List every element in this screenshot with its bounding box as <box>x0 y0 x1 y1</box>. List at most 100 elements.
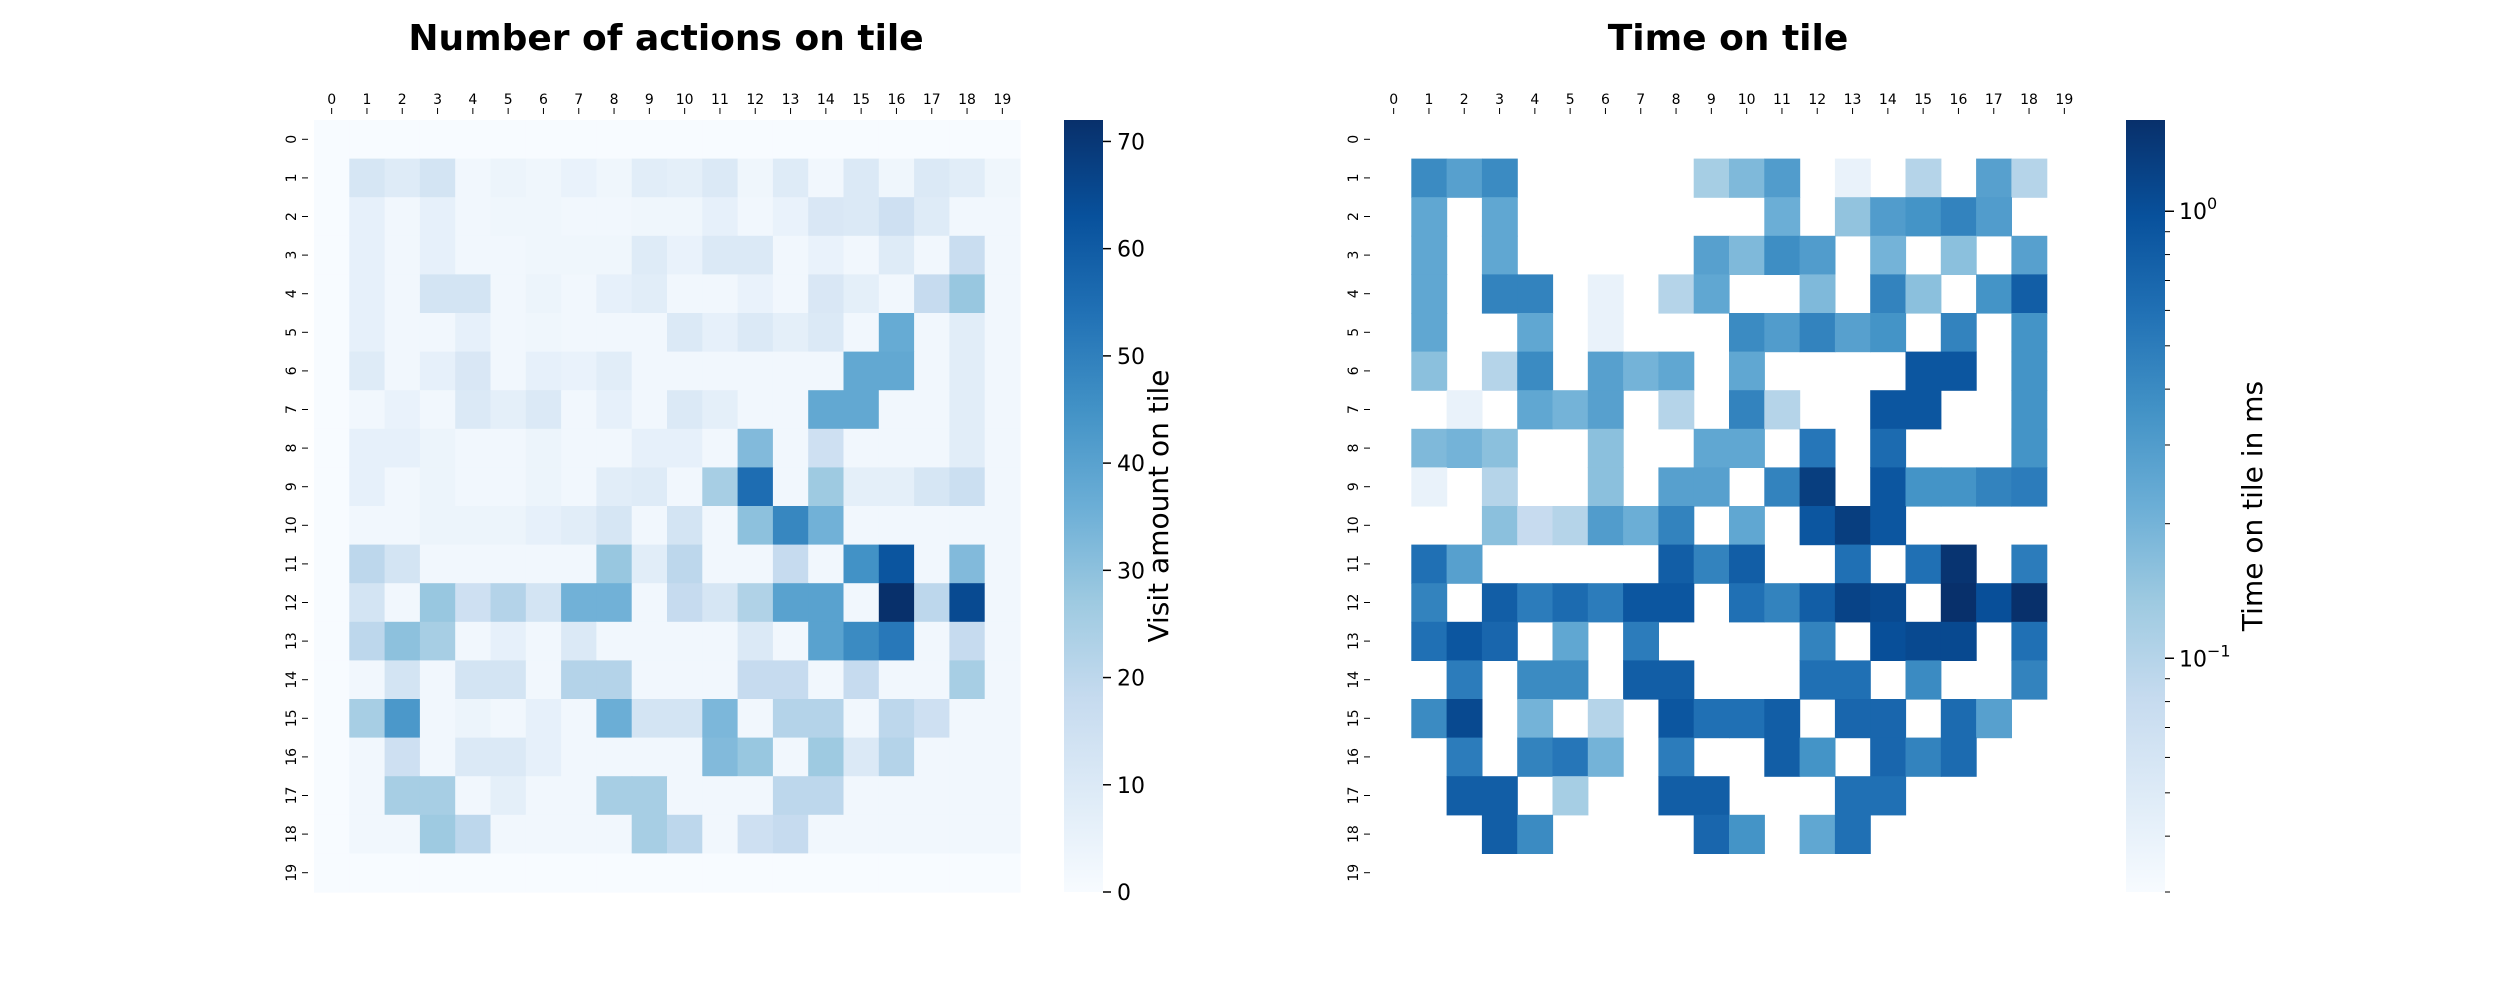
y-tick-label: 18 <box>284 825 300 843</box>
heatmap-cell <box>561 235 597 275</box>
heatmap-cell <box>455 390 492 430</box>
heatmap-cell <box>561 390 597 430</box>
heatmap-cell <box>737 814 774 854</box>
heatmap-cell <box>1693 274 1730 314</box>
heatmap-cell <box>737 351 774 391</box>
heatmap-cell <box>1587 390 1624 430</box>
y-tick-label: 7 <box>1346 405 1362 414</box>
heatmap-cell <box>914 621 950 661</box>
heatmap-cell <box>596 621 633 661</box>
heatmap-cell <box>1411 544 1448 584</box>
heatmap-cell <box>455 699 492 739</box>
y-tick-label: 15 <box>284 709 300 727</box>
heatmap-cell <box>419 428 456 468</box>
heatmap-cell <box>1729 235 1765 275</box>
heatmap-cell <box>349 506 386 546</box>
heatmap-cell <box>737 660 774 700</box>
heatmap-cell <box>914 814 950 854</box>
heatmap-cell <box>843 158 880 198</box>
heatmap-cell <box>667 235 703 275</box>
heatmap-cell <box>455 467 492 507</box>
heatmap-cell <box>1446 390 1483 430</box>
heatmap-cell <box>314 660 350 700</box>
heatmap-cell <box>490 583 527 623</box>
heatmap-cell <box>419 737 456 777</box>
heatmap-cell <box>631 428 668 468</box>
heatmap-cell <box>455 814 492 854</box>
heatmap-cell <box>914 583 950 623</box>
heatmap-cell <box>455 621 492 661</box>
heatmap-cell <box>314 428 350 468</box>
x-tick-label: 0 <box>1389 92 1398 108</box>
x-tick-label: 14 <box>1879 92 1897 108</box>
heatmap-cell <box>2011 621 2048 661</box>
heatmap-cell <box>1940 737 1977 777</box>
heatmap-cell <box>878 120 915 160</box>
heatmap-cell <box>808 120 845 160</box>
heatmap-cell <box>1481 467 1518 507</box>
heatmap-cell <box>878 699 915 739</box>
heatmap-cell <box>525 274 562 314</box>
heatmap-cell <box>984 506 1021 546</box>
heatmap-cell <box>596 313 633 353</box>
heatmap-cell <box>561 274 597 314</box>
heatmap-cell <box>1940 544 1977 584</box>
heatmap-cell <box>314 390 350 430</box>
heatmap-cell <box>561 853 597 893</box>
x-tick-label: 17 <box>923 92 941 108</box>
y-tick-label: 8 <box>1346 444 1362 453</box>
heatmap-cell <box>667 621 703 661</box>
heatmap-cell <box>984 390 1021 430</box>
heatmap-cell <box>737 583 774 623</box>
heatmap-cell <box>525 776 562 816</box>
heatmap-cell <box>808 699 845 739</box>
heatmap-cell <box>1799 737 1836 777</box>
heatmap-cell <box>1799 660 1836 700</box>
heatmap-cell <box>2011 544 2048 584</box>
heatmap-cell <box>349 428 386 468</box>
heatmap-cell <box>1446 621 1483 661</box>
heatmap-cell <box>525 737 562 777</box>
heatmap-cell <box>949 814 986 854</box>
heatmap-cell <box>561 428 597 468</box>
heatmap-cell <box>631 197 668 237</box>
heatmap-cell <box>737 506 774 546</box>
heatmap-cell <box>1517 737 1554 777</box>
heatmap-cell <box>455 235 492 275</box>
heatmap-cell <box>984 814 1021 854</box>
heatmap-cell <box>667 737 703 777</box>
colorbar-tick-label: 0 <box>1117 881 1131 906</box>
heatmap-cell <box>631 313 668 353</box>
heatmap-cell <box>843 776 880 816</box>
heatmap-cell <box>1799 621 1836 661</box>
heatmap-cell <box>631 776 668 816</box>
heatmap-cell <box>949 351 986 391</box>
heatmap-cell <box>419 814 456 854</box>
heatmap-cell <box>1834 544 1871 584</box>
x-tick-label: 2 <box>398 92 407 108</box>
heatmap-cell <box>878 428 915 468</box>
heatmap-cell <box>914 776 950 816</box>
heatmap-cell <box>843 699 880 739</box>
heatmap-cell <box>772 583 809 623</box>
heatmap-cell <box>808 737 845 777</box>
heatmap-cell <box>1411 351 1448 391</box>
heatmap-cell <box>314 621 350 661</box>
heatmap-cell <box>808 274 845 314</box>
heatmap-cell <box>1587 313 1624 353</box>
heatmap-cell <box>631 351 668 391</box>
heatmap-cell <box>349 699 386 739</box>
y-tick-label: 4 <box>284 289 300 298</box>
x-tick-label: 18 <box>958 92 976 108</box>
heatmap-cell <box>1905 621 1942 661</box>
heatmap-cell <box>1552 390 1589 430</box>
heatmap-cell <box>490 120 527 160</box>
x-tick-label: 9 <box>1707 92 1716 108</box>
heatmap-cell <box>525 313 562 353</box>
colorbar-tick-label: 10−1 <box>2179 641 2231 672</box>
x-tick-label: 1 <box>1424 92 1433 108</box>
heatmap-cell <box>984 621 1021 661</box>
heatmap-cell <box>490 274 527 314</box>
heatmap-cell <box>984 467 1021 507</box>
heatmap-cell <box>737 776 774 816</box>
